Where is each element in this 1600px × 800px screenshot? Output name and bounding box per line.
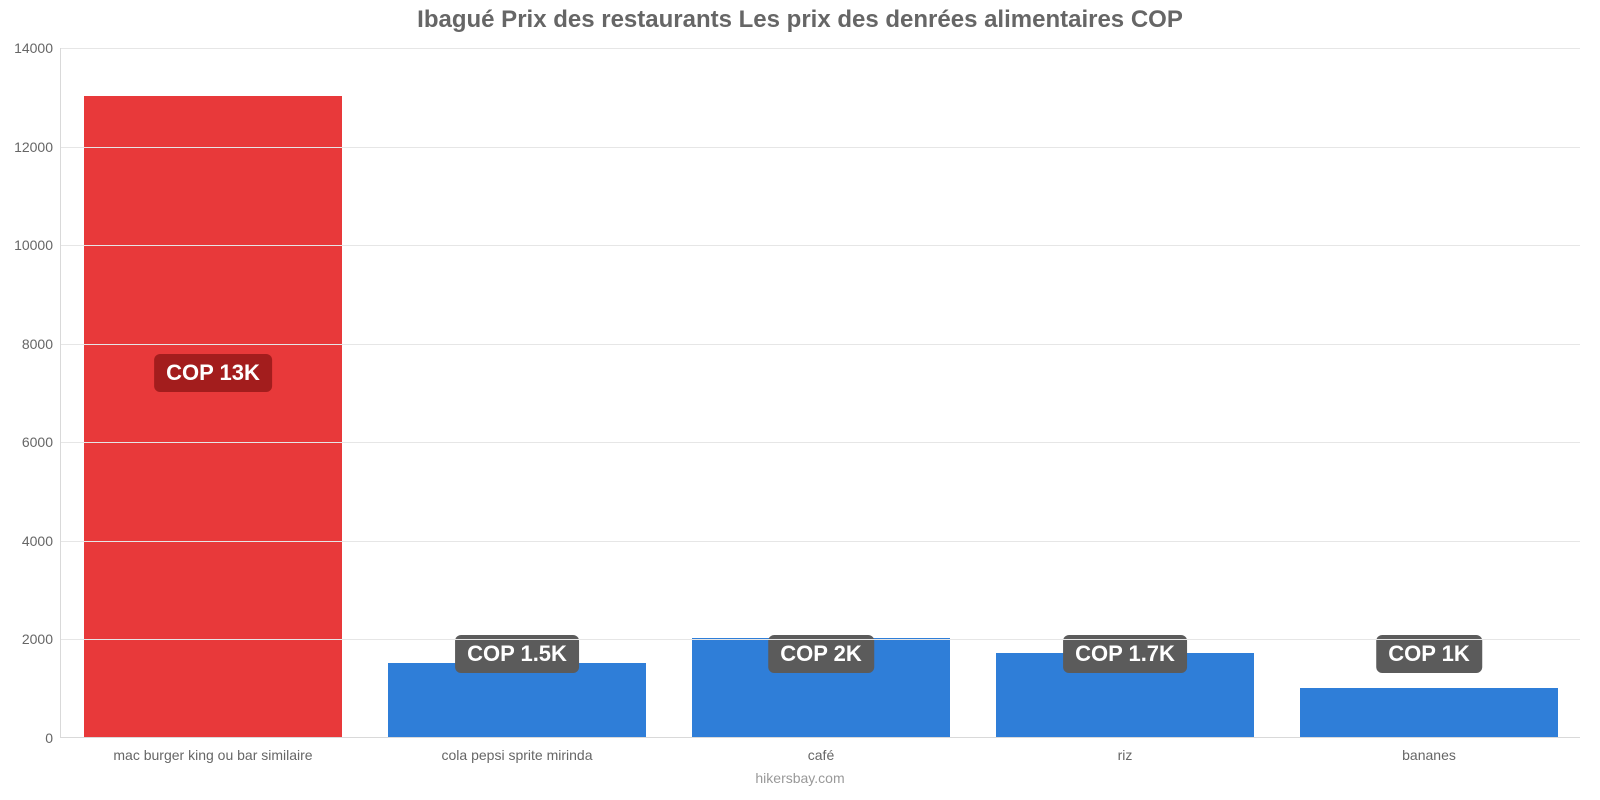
gridline <box>61 48 1580 49</box>
gridline <box>61 245 1580 246</box>
y-tick-label: 12000 <box>14 139 61 155</box>
bar <box>84 96 342 737</box>
x-tick-label: riz <box>1118 737 1133 763</box>
value-badge: COP 2K <box>768 635 874 673</box>
gridline <box>61 344 1580 345</box>
y-tick-label: 14000 <box>14 40 61 56</box>
y-tick-label: 8000 <box>22 336 61 352</box>
x-tick-label: café <box>808 737 834 763</box>
value-badge: COP 13K <box>154 354 272 392</box>
chart-container: Ibagué Prix des restaurants Les prix des… <box>0 0 1600 800</box>
y-tick-label: 10000 <box>14 237 61 253</box>
x-tick-label: cola pepsi sprite mirinda <box>442 737 593 763</box>
value-badge: COP 1.7K <box>1063 635 1187 673</box>
chart-title: Ibagué Prix des restaurants Les prix des… <box>0 6 1600 34</box>
gridline <box>61 442 1580 443</box>
gridline <box>61 639 1580 640</box>
bars-layer: COP 13K COP 1.5K COP 2K COP 1.7K COP 1K <box>61 48 1580 737</box>
gridline <box>61 147 1580 148</box>
plot-area: COP 13KCOP 1.5KCOP 2KCOP 1.7KCOP 1K 0200… <box>60 48 1580 738</box>
value-badge: COP 1.5K <box>455 635 579 673</box>
bar <box>388 663 646 737</box>
x-tick-label: mac burger king ou bar similaire <box>113 737 312 763</box>
y-tick-label: 4000 <box>22 533 61 549</box>
y-tick-label: 0 <box>45 730 61 746</box>
value-badge: COP 1K <box>1376 635 1482 673</box>
y-tick-label: 6000 <box>22 434 61 450</box>
gridline <box>61 541 1580 542</box>
attribution-text: hikersbay.com <box>0 770 1600 786</box>
y-tick-label: 2000 <box>22 631 61 647</box>
bar <box>1300 688 1558 737</box>
x-tick-label: bananes <box>1402 737 1456 763</box>
